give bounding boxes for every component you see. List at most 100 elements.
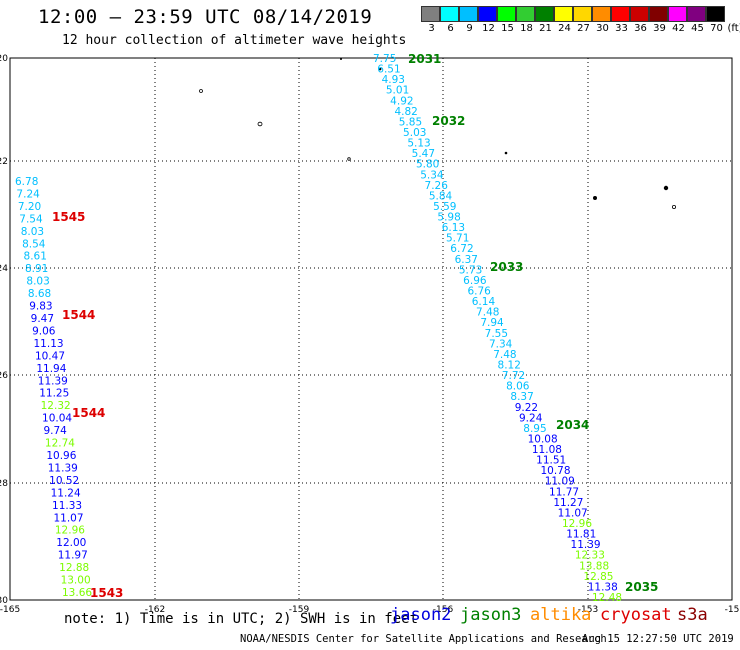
scale-swatch xyxy=(459,6,478,22)
swh-value: 5.47 xyxy=(412,148,435,160)
swh-value: 8.03 xyxy=(21,226,44,238)
swh-value: 11.13 xyxy=(34,338,64,350)
satellite-label-s3a: s3a xyxy=(677,605,708,625)
island-marker xyxy=(257,121,263,127)
scale-label: 3 xyxy=(428,23,435,34)
wave-height-tracks: 6.787.247.207.548.038.548.618.918.038.68… xyxy=(15,52,658,604)
swh-value: 7.34 xyxy=(489,338,513,350)
generation-timestamp: Aug 15 12:27:50 UTC 2019 xyxy=(582,633,734,645)
satellite-label-jason2: jason2 xyxy=(390,605,452,625)
swh-value: 6.72 xyxy=(450,243,473,255)
scale-label: 45 xyxy=(691,23,704,34)
swh-value: 7.94 xyxy=(480,317,504,329)
swh-value: 11.38 xyxy=(588,581,618,593)
swh-value: 10.96 xyxy=(46,450,76,462)
scale-label: 6 xyxy=(447,23,454,34)
swh-value: 5.03 xyxy=(403,127,426,139)
scale-label: 30 xyxy=(596,23,609,34)
map-grid: -20 -22 -24 -26 -28 -30-165 -162 -159 -156 -153 -1… xyxy=(0,54,739,615)
lat-tick-label: -28 xyxy=(0,479,8,489)
scale-swatch xyxy=(573,6,592,22)
swh-value: 11.07 xyxy=(558,507,588,519)
pass-time-label: 2034 xyxy=(556,418,589,432)
pass-time-label: 1543 xyxy=(90,586,123,600)
lat-tick-label: -30 xyxy=(0,596,8,606)
swh-value: 12.32 xyxy=(41,400,71,412)
swh-value: 8.68 xyxy=(28,288,51,300)
swh-value: 9.47 xyxy=(31,313,54,325)
scale-label: 27 xyxy=(577,23,590,34)
scale-swatch xyxy=(630,6,649,22)
swh-value: 11.39 xyxy=(38,375,68,387)
swh-value: 11.97 xyxy=(58,550,88,562)
swh-value: 8.95 xyxy=(523,423,546,435)
pass-time-label: 2035 xyxy=(625,580,658,594)
scale-label: 24 xyxy=(558,23,571,34)
swh-value: 6.13 xyxy=(442,222,465,234)
swh-value: 9.24 xyxy=(519,412,543,424)
swh-value: 7.20 xyxy=(18,201,41,213)
satellite-label-jason3: jason3 xyxy=(460,605,522,625)
scale-label: 39 xyxy=(653,23,666,34)
lon-tick-label: -159 xyxy=(289,605,310,615)
swh-value: 6.76 xyxy=(467,286,491,298)
island-marker xyxy=(672,204,677,209)
swh-value: 7.26 xyxy=(425,180,449,192)
swh-value: 13.00 xyxy=(61,575,91,587)
pass-time-label: 1544 xyxy=(72,406,105,420)
swh-value: 10.47 xyxy=(35,350,65,362)
scale-label: 42 xyxy=(672,23,685,34)
swh-value: 11.08 xyxy=(532,444,562,456)
pass-time-label: 2033 xyxy=(490,260,523,274)
swh-value: 12.88 xyxy=(59,562,89,574)
scale-label: 21 xyxy=(539,23,552,34)
swh-value: 12.00 xyxy=(56,537,86,549)
swh-value: 6.37 xyxy=(455,254,478,266)
swh-value: 5.13 xyxy=(407,138,430,150)
swh-value: 5.98 xyxy=(437,212,460,224)
swh-value: 6.96 xyxy=(463,275,487,287)
island-marker xyxy=(593,196,597,200)
swh-value: 5.84 xyxy=(429,190,453,202)
scale-label: 9 xyxy=(466,23,473,34)
lon-tick-label: -153 xyxy=(578,605,598,615)
scale-swatch xyxy=(706,6,725,22)
scale-label: 36 xyxy=(634,23,647,34)
pass-time-label: 2032 xyxy=(432,114,465,128)
swh-value: 7.48 xyxy=(493,349,516,361)
swh-value: 11.77 xyxy=(549,486,579,498)
swh-value: 6.78 xyxy=(15,176,38,188)
swh-value: 13.66 xyxy=(62,587,92,599)
swh-value: 9.74 xyxy=(43,425,67,437)
lat-tick-label: -22 xyxy=(0,157,8,167)
swh-value: 7.55 xyxy=(485,328,508,340)
swh-value: 5.73 xyxy=(459,264,482,276)
swh-value: 12.85 xyxy=(583,571,613,583)
swh-value: 10.04 xyxy=(42,413,72,425)
credit-line: NOAA/NESDIS Center for Satellite Applica… xyxy=(240,633,607,645)
swh-value: 9.22 xyxy=(515,402,538,414)
swh-value: 7.54 xyxy=(19,213,43,225)
swh-value: 11.94 xyxy=(36,363,66,375)
pass-time-label: 1544 xyxy=(62,308,95,322)
swh-value: 8.61 xyxy=(24,251,47,263)
lat-tick-label: -26 xyxy=(0,371,8,381)
scale-swatch xyxy=(421,6,440,22)
swh-value: 5.80 xyxy=(416,159,439,171)
page-title: 12:00 – 23:59 UTC 08/14/2019 xyxy=(38,6,373,28)
island-marker xyxy=(378,67,382,71)
scale-label: 18 xyxy=(520,23,533,34)
lat-tick-label: -24 xyxy=(0,264,8,274)
island-marker xyxy=(340,58,342,60)
swh-value: 5.71 xyxy=(446,233,469,245)
pass-time-label: 2031 xyxy=(408,52,441,66)
swh-value: 12.48 xyxy=(592,592,622,604)
swh-value: 7.72 xyxy=(502,370,525,382)
scale-label: 15 xyxy=(501,23,514,34)
scale-swatch xyxy=(649,6,668,22)
swh-value: 7.24 xyxy=(16,188,40,200)
swh-value: 6.51 xyxy=(377,64,400,76)
scale-label: 70 xyxy=(710,23,723,34)
lat-tick-label: -20 xyxy=(0,54,8,64)
swh-value: 5.34 xyxy=(420,169,444,181)
